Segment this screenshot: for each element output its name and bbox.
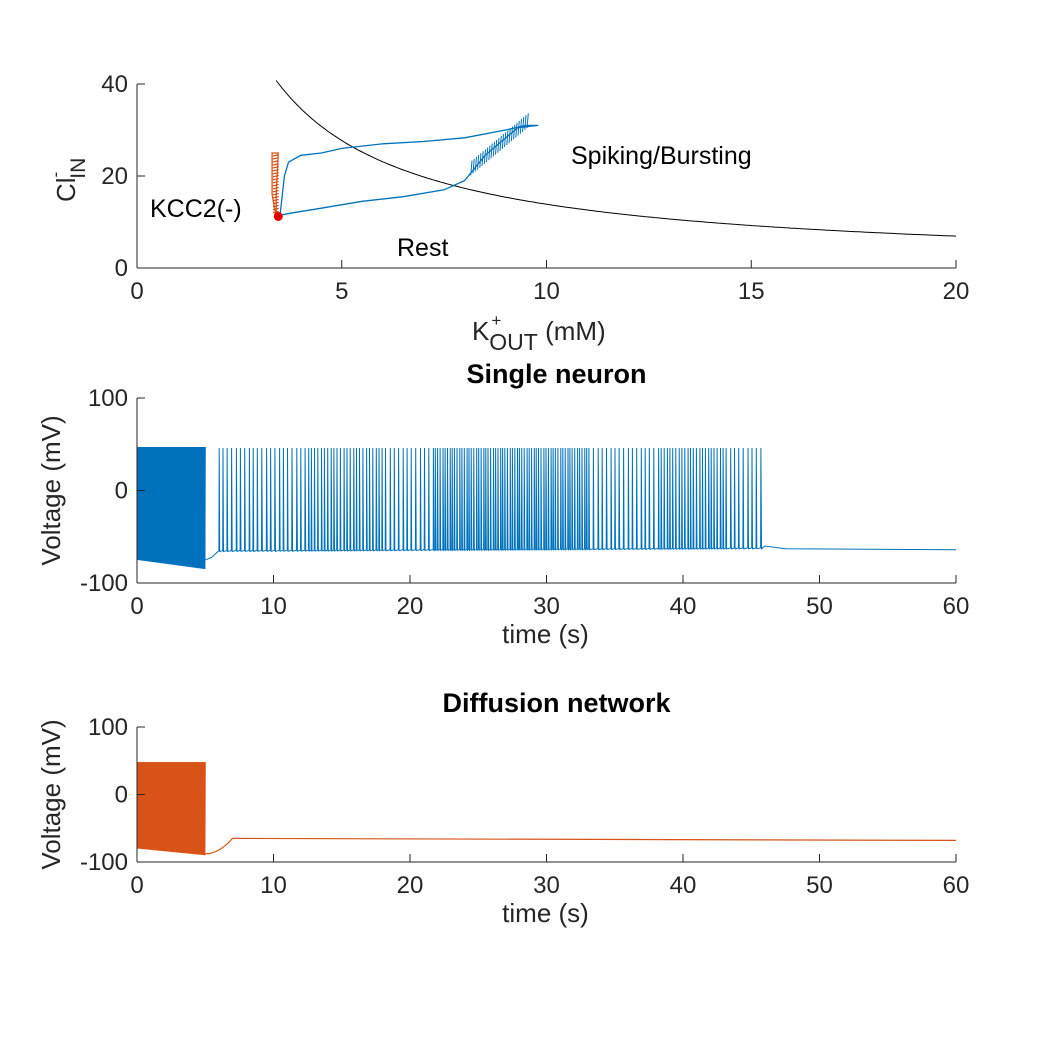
- rest-label: Rest: [397, 234, 448, 262]
- network-trajectory: [271, 152, 279, 218]
- panel-title: Diffusion network: [443, 688, 672, 718]
- spiking-bursting-label: Spiking/Bursting: [571, 142, 752, 170]
- x-tick-label: 0: [130, 278, 143, 305]
- y-tick-label: 20: [101, 163, 128, 190]
- x-tick-label: 10: [260, 593, 287, 620]
- x-tick-label: 40: [670, 593, 697, 620]
- y-tick-label: 100: [88, 714, 128, 741]
- y-tick-label: 40: [101, 71, 128, 98]
- x-tick-label: 50: [806, 872, 833, 899]
- spike-train-trace: [205, 447, 957, 561]
- burst-trace: [136, 446, 206, 570]
- x-tick-label: 40: [670, 872, 697, 899]
- trajectory-oscillations: [470, 113, 529, 176]
- x-tick-label: 10: [533, 278, 560, 305]
- y-axis-label: Cl-IN: [46, 158, 90, 202]
- x-tick-label: 30: [533, 593, 560, 620]
- x-axis-label: time (s): [502, 898, 589, 928]
- x-axis-label: K + OUT (mM): [472, 311, 606, 355]
- y-axis-label: Voltage (mV): [36, 719, 66, 869]
- kcc2-label: KCC2(-): [150, 195, 242, 223]
- x-tick-label: 0: [130, 593, 143, 620]
- initial-state-marker: [273, 211, 283, 221]
- x-tick-label: 20: [943, 278, 970, 305]
- x-tick-label: 20: [397, 872, 424, 899]
- x-tick-label: 5: [335, 278, 348, 305]
- y-axis-label: Voltage (mV): [36, 415, 66, 565]
- y-tick-label: -100: [80, 570, 128, 597]
- y-tick-label: -100: [80, 849, 128, 876]
- phase-plane-panel: 0 5 10 15 20 0 20 40 Spiking/Bursting KCC2(-) Rest…: [46, 71, 969, 355]
- y-tick-label: 0: [115, 782, 128, 809]
- single-neuron-trajectory: [275, 124, 539, 218]
- x-tick-label: 60: [943, 872, 970, 899]
- x-tick-label: 20: [397, 593, 424, 620]
- x-tick-label: 0: [130, 872, 143, 899]
- rest-trace: [205, 837, 957, 855]
- x-axis-label: time (s): [502, 619, 589, 649]
- burst-trace: [136, 762, 206, 856]
- y-tick-label: 100: [88, 385, 128, 412]
- y-tick-label: 0: [115, 478, 128, 505]
- panel-title: Single neuron: [466, 359, 646, 389]
- x-tick-label: 10: [260, 872, 287, 899]
- x-tick-label: 60: [943, 593, 970, 620]
- x-tick-label: 30: [533, 872, 560, 899]
- x-tick-label: 50: [806, 593, 833, 620]
- x-tick-label: 15: [738, 278, 765, 305]
- rest-boundary-curve: [275, 80, 957, 237]
- y-tick-label: 0: [115, 255, 128, 282]
